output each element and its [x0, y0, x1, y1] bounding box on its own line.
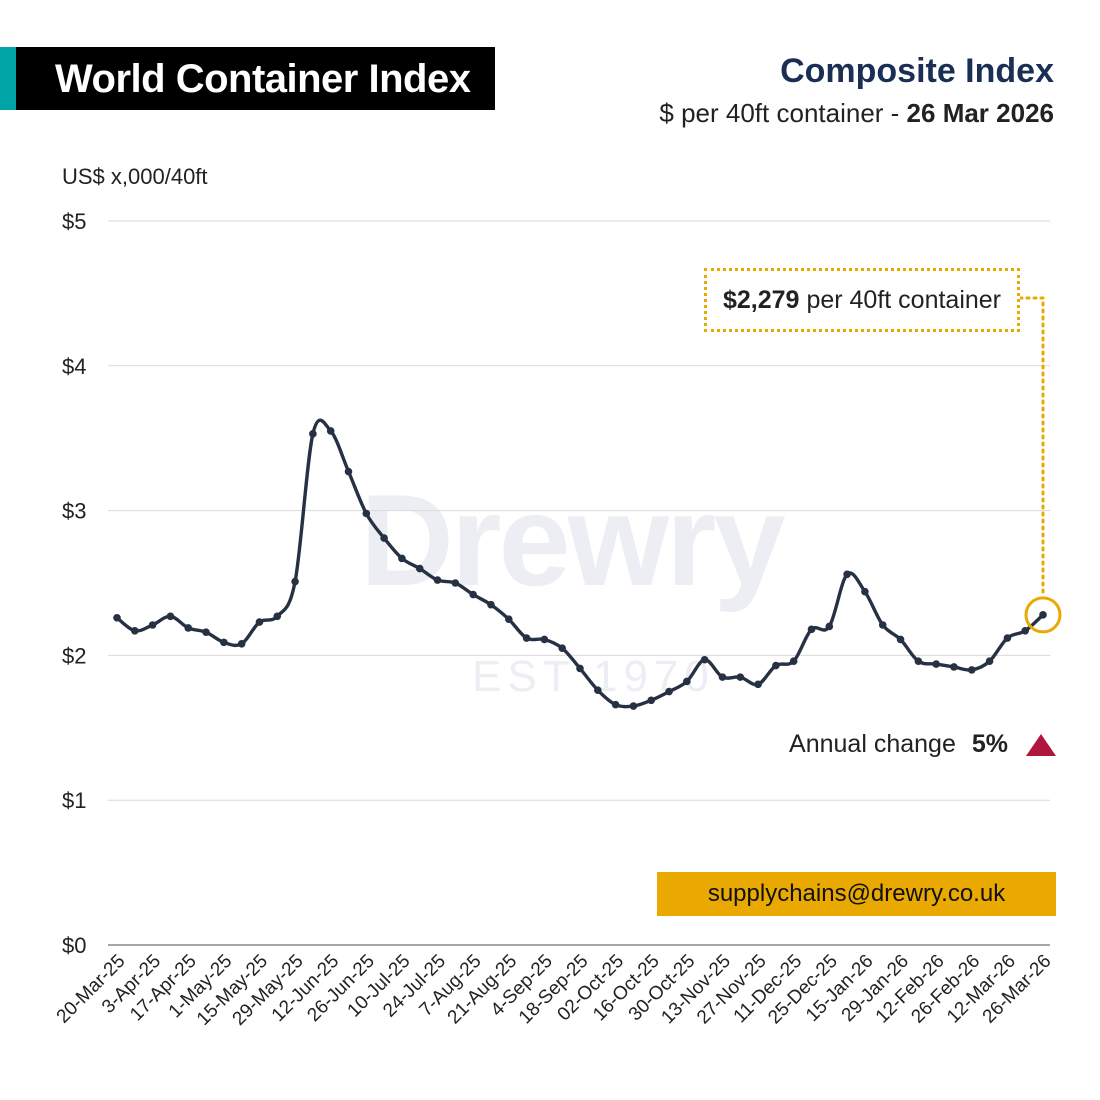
data-point [380, 534, 388, 542]
data-point [985, 657, 994, 665]
data-point [273, 612, 282, 621]
drewry-watermark: Drewry [360, 467, 786, 613]
title-bar: World Container Index [0, 47, 495, 110]
y-tick-label: $4 [62, 354, 86, 379]
data-point [184, 624, 193, 632]
up-arrow-icon [1026, 733, 1056, 756]
data-point [504, 615, 513, 623]
y-tick-label: $0 [62, 933, 86, 958]
data-point [309, 430, 317, 438]
annual-change: Annual change 5% [789, 730, 1056, 759]
description-date: 26 Mar 2026 [906, 98, 1054, 128]
chart-description: $ per 40ft container - 26 Mar 2026 [659, 98, 1054, 129]
annual-change-label: Annual change [789, 730, 956, 758]
data-point [415, 564, 424, 573]
data-point [469, 590, 477, 599]
data-point [558, 644, 566, 652]
data-point [594, 686, 602, 694]
data-point [878, 621, 887, 629]
data-point [451, 579, 460, 587]
description-prefix: $ per 40ft container - [659, 98, 907, 128]
latest-point-highlight [1024, 596, 1062, 634]
data-point [932, 660, 940, 668]
data-point [487, 600, 495, 609]
data-point [433, 576, 442, 584]
data-point [789, 657, 798, 665]
data-point [825, 622, 834, 631]
data-point [700, 655, 709, 664]
series-line [115, 418, 1045, 709]
contact-email-link[interactable]: supplychains@drewry.co.uk [657, 872, 1056, 916]
title-accent-stripe [0, 47, 16, 110]
data-point [754, 680, 762, 689]
data-point [1039, 611, 1047, 619]
data-point [683, 677, 691, 686]
data-point [843, 570, 851, 579]
data-point [736, 673, 745, 681]
data-point [611, 700, 620, 709]
data-point [344, 467, 353, 476]
y-tick-label: $2 [62, 643, 86, 668]
data-point [255, 618, 264, 626]
data-point [896, 635, 905, 644]
y-axis-label: US$ x,000/40ft [62, 164, 208, 189]
annual-change-value: 5% [971, 730, 1008, 758]
y-tick-label: $1 [62, 788, 86, 813]
data-point [237, 640, 246, 648]
data-point [540, 635, 549, 644]
data-point [202, 628, 210, 637]
callout-suffix: per 40ft container [806, 285, 1002, 314]
data-point [1021, 626, 1029, 635]
data-point [398, 554, 406, 563]
data-point [113, 613, 121, 622]
y-tick-label: $5 [62, 209, 86, 234]
data-point [967, 666, 976, 674]
data-point [1003, 634, 1012, 642]
page-title: World Container Index [55, 57, 471, 101]
data-point [326, 427, 335, 435]
y-tick-label: $3 [62, 499, 86, 524]
latest-value-callout: $2,279 per 40ft container [704, 268, 1020, 332]
data-point [772, 661, 780, 670]
data-point [362, 509, 371, 518]
data-point [718, 673, 727, 681]
data-point [220, 638, 228, 647]
callout-value: $2,279 [722, 285, 800, 314]
data-point [522, 634, 531, 642]
data-point [861, 587, 869, 596]
data-point [131, 626, 139, 635]
data-point [148, 621, 157, 629]
chart-subtitle: Composite Index [780, 52, 1054, 90]
data-point [629, 702, 638, 710]
callout-connector [1018, 296, 1045, 599]
data-point [914, 657, 923, 665]
data-point [665, 687, 673, 696]
data-point [291, 577, 299, 586]
data-point [576, 664, 584, 673]
data-point [166, 612, 175, 621]
data-point [950, 663, 958, 671]
data-point [647, 696, 656, 705]
data-point [807, 625, 816, 634]
